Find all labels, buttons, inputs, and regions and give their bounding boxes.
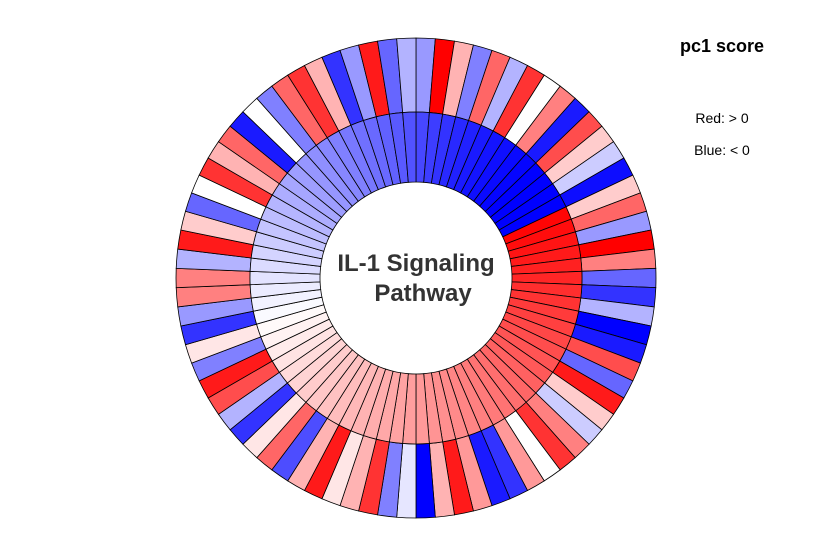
chart-title-line-1: IL-1 Signaling bbox=[337, 250, 494, 277]
inner-ring-segment-77 bbox=[402, 111, 417, 183]
legend-title: pc1 score bbox=[679, 36, 765, 56]
chart-title-line-2: Pathway bbox=[374, 280, 472, 307]
legend-negative-label: Blue: < 0 bbox=[694, 142, 750, 158]
legend-positive-label: Red: > 0 bbox=[695, 110, 749, 126]
inner-ring bbox=[249, 111, 583, 445]
outer-ring bbox=[175, 37, 657, 519]
